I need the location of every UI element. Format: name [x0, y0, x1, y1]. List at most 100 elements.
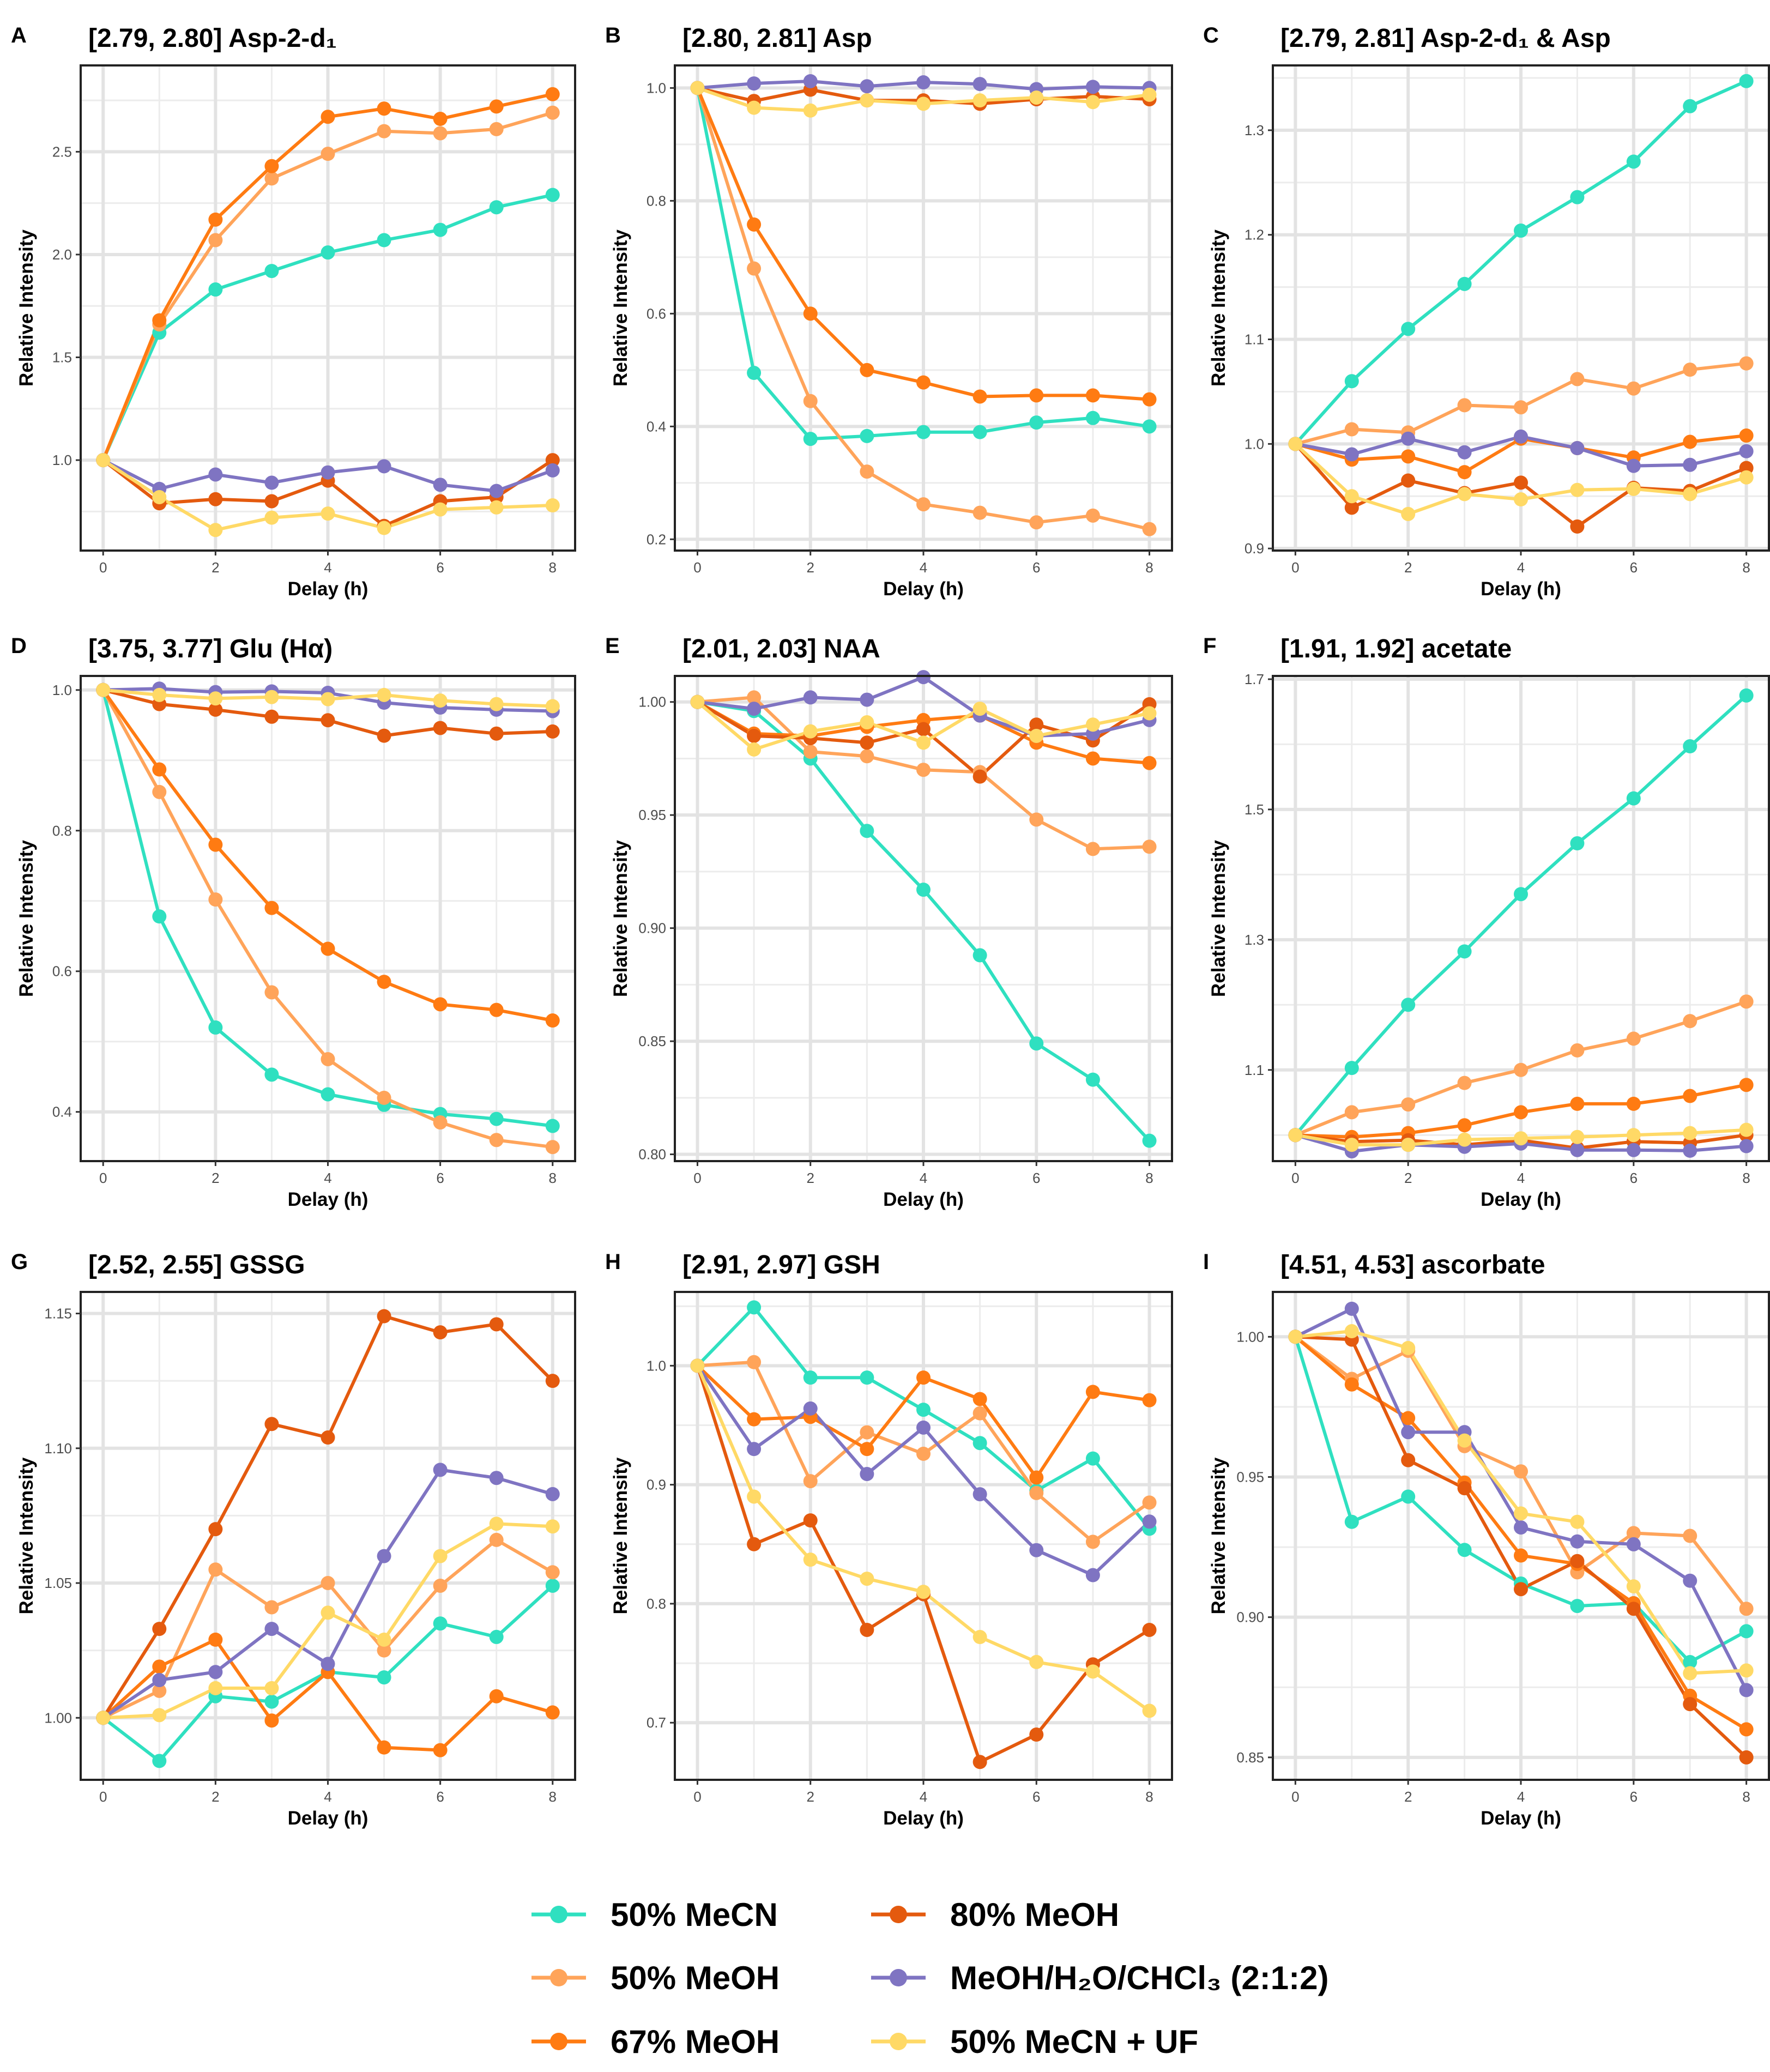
- data-point: [1029, 1727, 1044, 1742]
- x-tick-label: 0: [99, 559, 107, 576]
- data-point: [916, 735, 931, 750]
- data-point: [1683, 1666, 1697, 1681]
- data-point: [433, 222, 448, 237]
- legend-label: 80% MeOH: [950, 1896, 1119, 1933]
- y-tick-label: 1.3: [1245, 122, 1264, 138]
- data-point: [1739, 688, 1754, 703]
- data-point: [433, 502, 448, 517]
- data-point: [1683, 1089, 1697, 1103]
- data-point: [1514, 1548, 1528, 1563]
- data-point: [377, 521, 391, 535]
- data-point: [860, 735, 874, 750]
- panel-letter: D: [11, 634, 27, 658]
- data-point: [1085, 1072, 1100, 1087]
- x-tick-label: 2: [1404, 1170, 1412, 1186]
- data-point: [1739, 1722, 1754, 1737]
- data-point: [545, 1374, 560, 1388]
- data-point: [1085, 80, 1100, 94]
- data-point: [264, 690, 279, 704]
- x-tick-label: 0: [693, 1789, 701, 1805]
- data-point: [1142, 522, 1157, 536]
- data-point: [747, 261, 762, 276]
- data-point: [545, 87, 560, 101]
- data-point: [803, 1474, 818, 1489]
- panel-h: 0 2 4 6 8 0.7 0.8 0.9 1.0 Delay (h) Relative Inten…: [605, 1250, 1173, 1829]
- y-tick-label: 0.2: [647, 531, 666, 547]
- data-point: [545, 453, 560, 468]
- y-tick-label: 1.00: [44, 1709, 72, 1726]
- data-point: [1085, 717, 1100, 732]
- data-point: [1514, 1105, 1528, 1120]
- data-point: [545, 105, 560, 120]
- data-point: [152, 1673, 167, 1688]
- data-point: [803, 103, 818, 118]
- data-point: [1570, 1554, 1585, 1568]
- data-point: [747, 742, 762, 757]
- data-point: [1457, 1118, 1472, 1133]
- data-point: [916, 425, 931, 439]
- y-tick-label: 0.8: [52, 823, 72, 839]
- data-point: [321, 1087, 335, 1102]
- x-axis-title: Delay (h): [288, 1808, 369, 1829]
- data-point: [1142, 419, 1157, 434]
- data-point: [321, 1430, 335, 1445]
- panel-e: 0 2 4 6 8 0.80 0.85 0.90 0.95 1.00 Delay (h) Relati…: [605, 634, 1173, 1210]
- data-point: [1626, 1096, 1641, 1111]
- data-point: [1739, 444, 1754, 458]
- data-point: [972, 1630, 987, 1645]
- data-point: [916, 1585, 931, 1599]
- y-tick-label: 2.5: [52, 143, 72, 160]
- data-point: [377, 1309, 391, 1324]
- data-point: [377, 1549, 391, 1563]
- data-point: [377, 1740, 391, 1755]
- y-tick-label: 1.10: [44, 1440, 72, 1457]
- data-point: [1142, 756, 1157, 770]
- data-point: [690, 694, 705, 709]
- x-axis-title: Delay (h): [883, 1189, 964, 1210]
- data-point: [1344, 489, 1359, 504]
- y-tick-label: 2.0: [52, 246, 72, 263]
- panel-letter: H: [605, 1250, 621, 1274]
- y-tick-label: 1.0: [52, 452, 72, 468]
- data-point: [1029, 1485, 1044, 1500]
- data-point: [972, 948, 987, 963]
- data-point: [860, 1442, 874, 1457]
- x-tick-label: 0: [1291, 1789, 1299, 1805]
- y-tick-label: 0.8: [647, 192, 666, 209]
- panel-letter: C: [1203, 23, 1219, 47]
- data-point: [972, 1406, 987, 1421]
- data-point: [208, 1562, 223, 1577]
- data-point: [1344, 447, 1359, 462]
- data-point: [1401, 1425, 1416, 1440]
- data-point: [1626, 1031, 1641, 1046]
- data-point: [1570, 1534, 1585, 1549]
- x-axis-title: Delay (h): [883, 578, 964, 600]
- data-point: [264, 709, 279, 724]
- data-point: [1626, 1579, 1641, 1594]
- data-point: [1457, 465, 1472, 480]
- data-point: [152, 1622, 167, 1636]
- y-axis-title: Relative Intensity: [610, 840, 631, 997]
- data-point: [152, 1708, 167, 1723]
- data-point: [747, 217, 762, 232]
- data-point: [803, 432, 818, 446]
- data-point: [208, 282, 223, 297]
- data-point: [433, 721, 448, 735]
- data-point: [1029, 728, 1044, 743]
- x-tick-label: 8: [1145, 1789, 1153, 1805]
- data-point: [1739, 1602, 1754, 1616]
- data-point: [860, 1370, 874, 1385]
- panel-f: 0 2 4 6 8 1.1 1.3 1.5 1.7 Delay (h) Relative Inten…: [1203, 634, 1770, 1210]
- data-point: [489, 200, 504, 215]
- x-tick-label: 2: [806, 559, 814, 576]
- data-point: [1457, 1076, 1472, 1090]
- data-point: [1457, 1481, 1472, 1496]
- y-tick-label: 0.9: [1245, 540, 1264, 557]
- data-point: [1570, 441, 1585, 456]
- data-point: [545, 724, 560, 739]
- data-point: [1739, 74, 1754, 88]
- data-point: [1626, 458, 1641, 473]
- data-point: [747, 1300, 762, 1315]
- data-point: [377, 1632, 391, 1647]
- data-point: [1457, 1132, 1472, 1147]
